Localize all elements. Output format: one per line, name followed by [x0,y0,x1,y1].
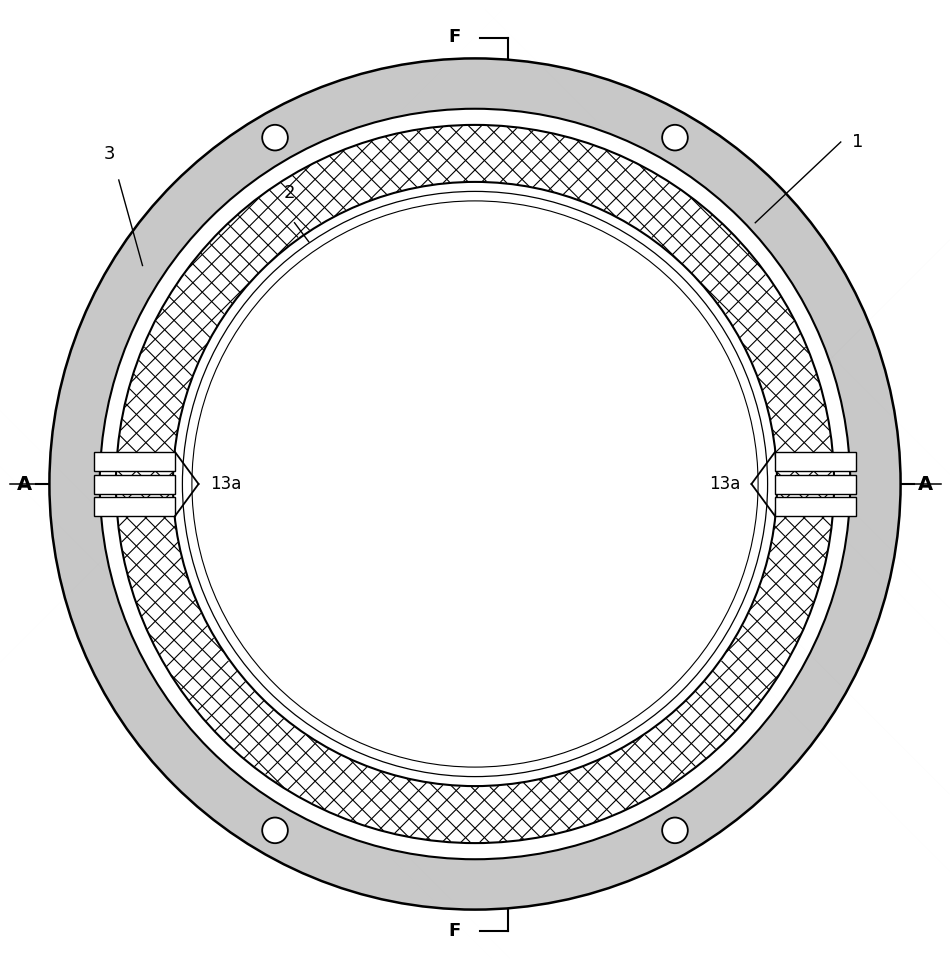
Circle shape [662,125,688,150]
Bar [775,498,856,516]
Bar [775,474,856,494]
Circle shape [262,818,288,843]
Bar [94,452,175,470]
Bar [94,498,175,516]
Circle shape [173,182,777,786]
Text: A: A [918,474,933,494]
Bar [94,474,175,494]
Circle shape [662,818,688,843]
Circle shape [49,58,901,910]
Circle shape [116,125,834,843]
Text: 13a: 13a [210,475,241,493]
Circle shape [262,125,288,150]
Text: A: A [17,474,32,494]
Text: 3: 3 [104,145,115,163]
Circle shape [100,108,850,860]
Circle shape [195,203,755,765]
Text: F: F [448,922,460,940]
Text: 13a: 13a [709,475,740,493]
Text: F: F [448,28,460,46]
Bar [775,452,856,470]
Text: 2: 2 [284,184,295,202]
Text: 1: 1 [852,133,864,151]
